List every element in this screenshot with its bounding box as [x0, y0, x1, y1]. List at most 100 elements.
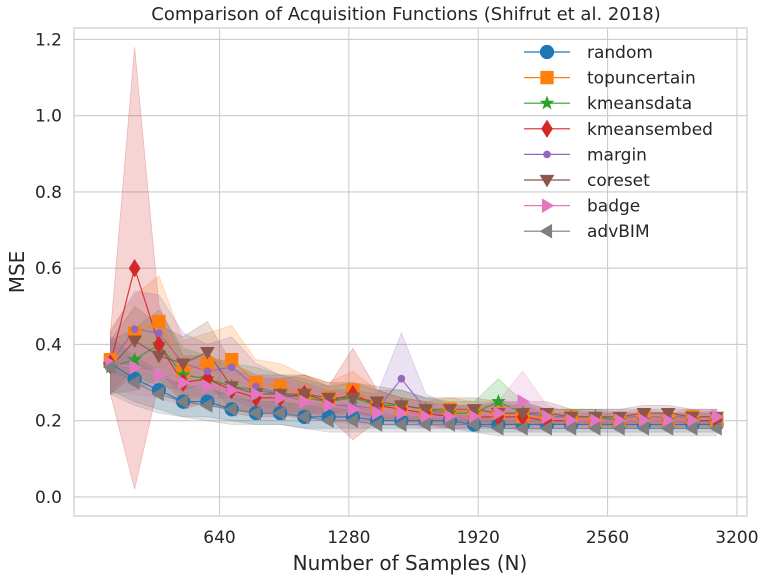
y-tick-label: 0.0: [35, 488, 62, 508]
x-tick-label: 2560: [586, 528, 629, 548]
point-advBIM: [685, 420, 698, 436]
legend-label-topuncertain: topuncertain: [587, 69, 696, 89]
y-tick-label: 1.2: [35, 30, 62, 50]
point-advBIM: [369, 417, 383, 432]
point-margin: [155, 329, 163, 337]
legend: random topuncertain kmeansdata kmeansembed m…: [524, 43, 713, 242]
point-advBIM: [199, 398, 213, 413]
legend-marker-kmeansembed: [541, 119, 553, 138]
grid-lines: [74, 28, 747, 516]
point-advBIM: [612, 420, 625, 436]
point-advBIM: [151, 386, 164, 402]
point-advBIM: [588, 420, 601, 436]
point-advBIM: [175, 394, 189, 409]
x-tick-label: 1280: [327, 528, 370, 548]
point-badge: [396, 405, 409, 421]
legend-label-kmeansdata: kmeansdata: [587, 94, 692, 114]
plot-frame: [73, 27, 748, 517]
point-kmeansdata: [127, 352, 142, 366]
y-tick-label: 0.2: [35, 412, 62, 432]
point-margin: [397, 374, 406, 383]
point-coreset: [200, 346, 215, 360]
legend-label-kmeansembed: kmeansembed: [587, 120, 713, 140]
legend-label-coreset: coreset: [587, 171, 650, 191]
point-advBIM: [539, 420, 552, 436]
point-badge: [541, 409, 555, 425]
point-advBIM: [491, 420, 504, 436]
point-topuncertain: [152, 314, 166, 329]
legend-marker-advBIM: [539, 223, 553, 239]
point-advBIM: [466, 417, 480, 432]
point-advBIM: [224, 401, 237, 417]
legend-marker-random: [539, 44, 555, 60]
point-coreset: [297, 388, 312, 402]
x-axis-label: Number of Samples (N): [293, 551, 528, 575]
y-axis-label: MSE: [5, 251, 29, 294]
legend-marker-kmeansdata: [539, 95, 555, 110]
point-advBIM: [272, 405, 286, 421]
point-coreset: [660, 407, 676, 421]
point-coreset: [466, 404, 482, 417]
point-coreset: [442, 404, 458, 417]
series-markers: [102, 259, 725, 436]
legend-label-badge: badge: [587, 197, 640, 217]
point-advBIM: [563, 420, 577, 436]
point-advBIM: [321, 413, 334, 429]
point-coreset: [369, 396, 385, 410]
point-coreset: [345, 392, 361, 406]
point-margin: [130, 325, 139, 334]
point-coreset: [321, 392, 336, 406]
chart-title: Comparison of Acquisition Functions (Shi…: [151, 4, 660, 25]
point-badge: [372, 405, 385, 421]
y-tick-label: 1.0: [35, 107, 62, 127]
point-badge: [250, 386, 264, 402]
point-coreset: [418, 404, 434, 417]
y-tick-label: 0.8: [35, 183, 62, 203]
point-badge: [153, 367, 167, 383]
y-tick-label: 0.4: [35, 335, 62, 355]
point-advBIM: [442, 417, 455, 432]
point-coreset: [636, 407, 652, 421]
point-badge: [202, 379, 215, 394]
x-tick-label: 640: [203, 528, 235, 548]
point-coreset: [127, 335, 142, 349]
legend-label-random: random: [587, 43, 653, 63]
point-coreset: [394, 400, 409, 413]
legend-marker-badge: [541, 198, 555, 213]
point-advBIM: [296, 409, 310, 425]
point-badge: [493, 405, 506, 421]
point-advBIM: [345, 413, 358, 429]
legend-label-advBIM: advBIM: [587, 222, 650, 242]
y-tick-label: 0.6: [35, 259, 62, 279]
point-badge: [517, 394, 531, 409]
x-tick-labels: 640 1280 1920 2560 3200: [203, 528, 758, 548]
point-kmeansembed: [128, 259, 141, 278]
point-badge: [711, 409, 725, 425]
x-tick-label: 1920: [457, 528, 500, 548]
point-badge: [347, 401, 361, 417]
x-tick-label: 3200: [715, 528, 758, 548]
point-badge: [299, 394, 312, 409]
point-margin: [203, 367, 212, 375]
point-badge: [129, 359, 143, 375]
point-badge: [275, 390, 288, 406]
point-coreset: [175, 358, 191, 371]
point-coreset: [151, 350, 167, 364]
point-badge: [226, 382, 240, 398]
point-margin: [227, 363, 236, 372]
point-badge: [178, 375, 191, 390]
point-advBIM: [418, 417, 431, 432]
legend-marker-topuncertain: [540, 70, 554, 85]
legend-marker-margin: [543, 150, 551, 159]
point-badge: [323, 398, 337, 413]
point-advBIM: [660, 420, 674, 436]
point-kmeansdata: [491, 393, 506, 408]
point-advBIM: [709, 420, 722, 436]
point-advBIM: [636, 420, 650, 436]
point-advBIM: [393, 417, 407, 432]
point-coreset: [515, 407, 531, 421]
point-advBIM: [515, 420, 528, 436]
point-advBIM: [102, 359, 116, 375]
